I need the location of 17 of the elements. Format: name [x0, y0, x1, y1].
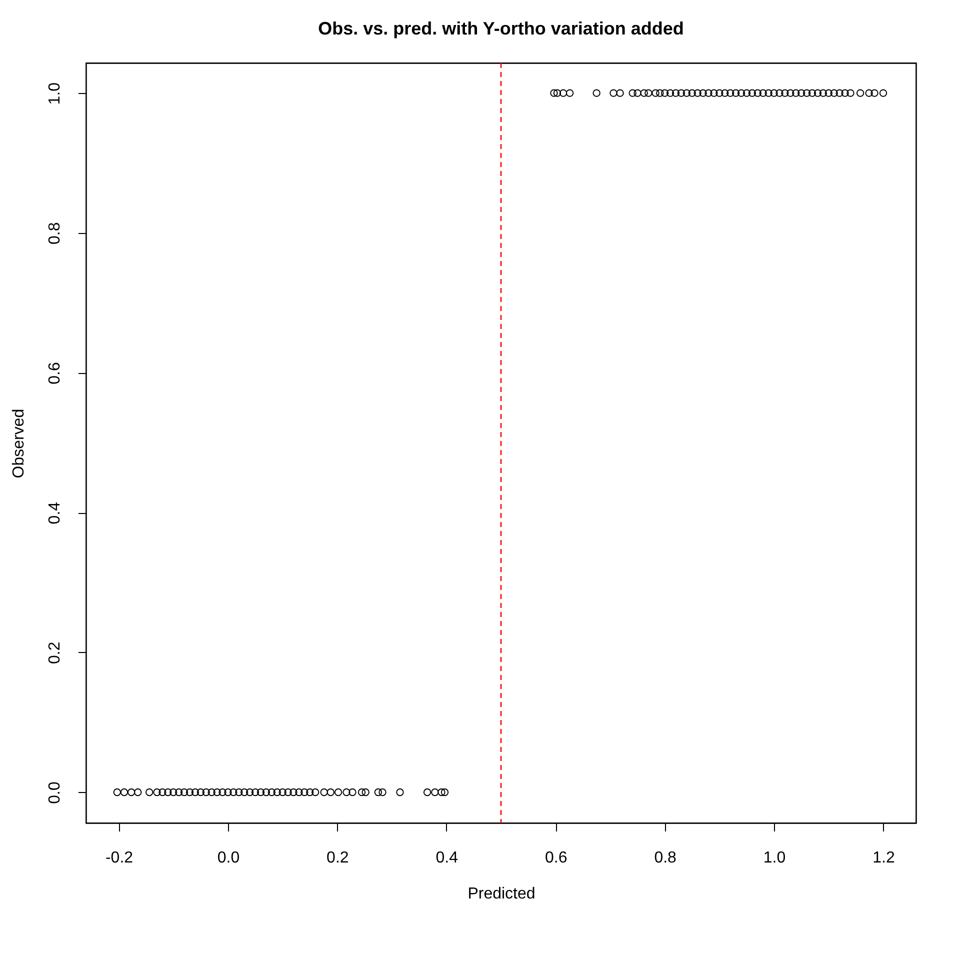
y-tick-label: 1.0 — [46, 82, 64, 105]
x-tick-label: 0.0 — [217, 850, 240, 866]
x-tick-label: -0.2 — [105, 850, 134, 866]
x-tick-label: 0.6 — [544, 850, 568, 866]
x-tick-label: 0.8 — [654, 850, 677, 866]
chart-title: Obs. vs. pred. with Y-ortho variation added — [318, 18, 684, 38]
x-tick-label: 0.4 — [436, 850, 458, 866]
y-tick-label: 0.0 — [46, 782, 64, 804]
y-tick-label: 0.6 — [46, 362, 64, 384]
y-tick-label: 0.4 — [46, 502, 64, 524]
y-axis-title: Observed — [10, 408, 28, 478]
x-tick-label: 0.2 — [326, 850, 349, 866]
x-tick-label: 1.0 — [763, 850, 786, 866]
y-tick-label: 0.8 — [46, 222, 64, 245]
x-tick-label: 1.2 — [872, 850, 895, 866]
x-axis-title: Predicted — [468, 886, 536, 902]
y-tick-label: 0.2 — [46, 642, 64, 664]
